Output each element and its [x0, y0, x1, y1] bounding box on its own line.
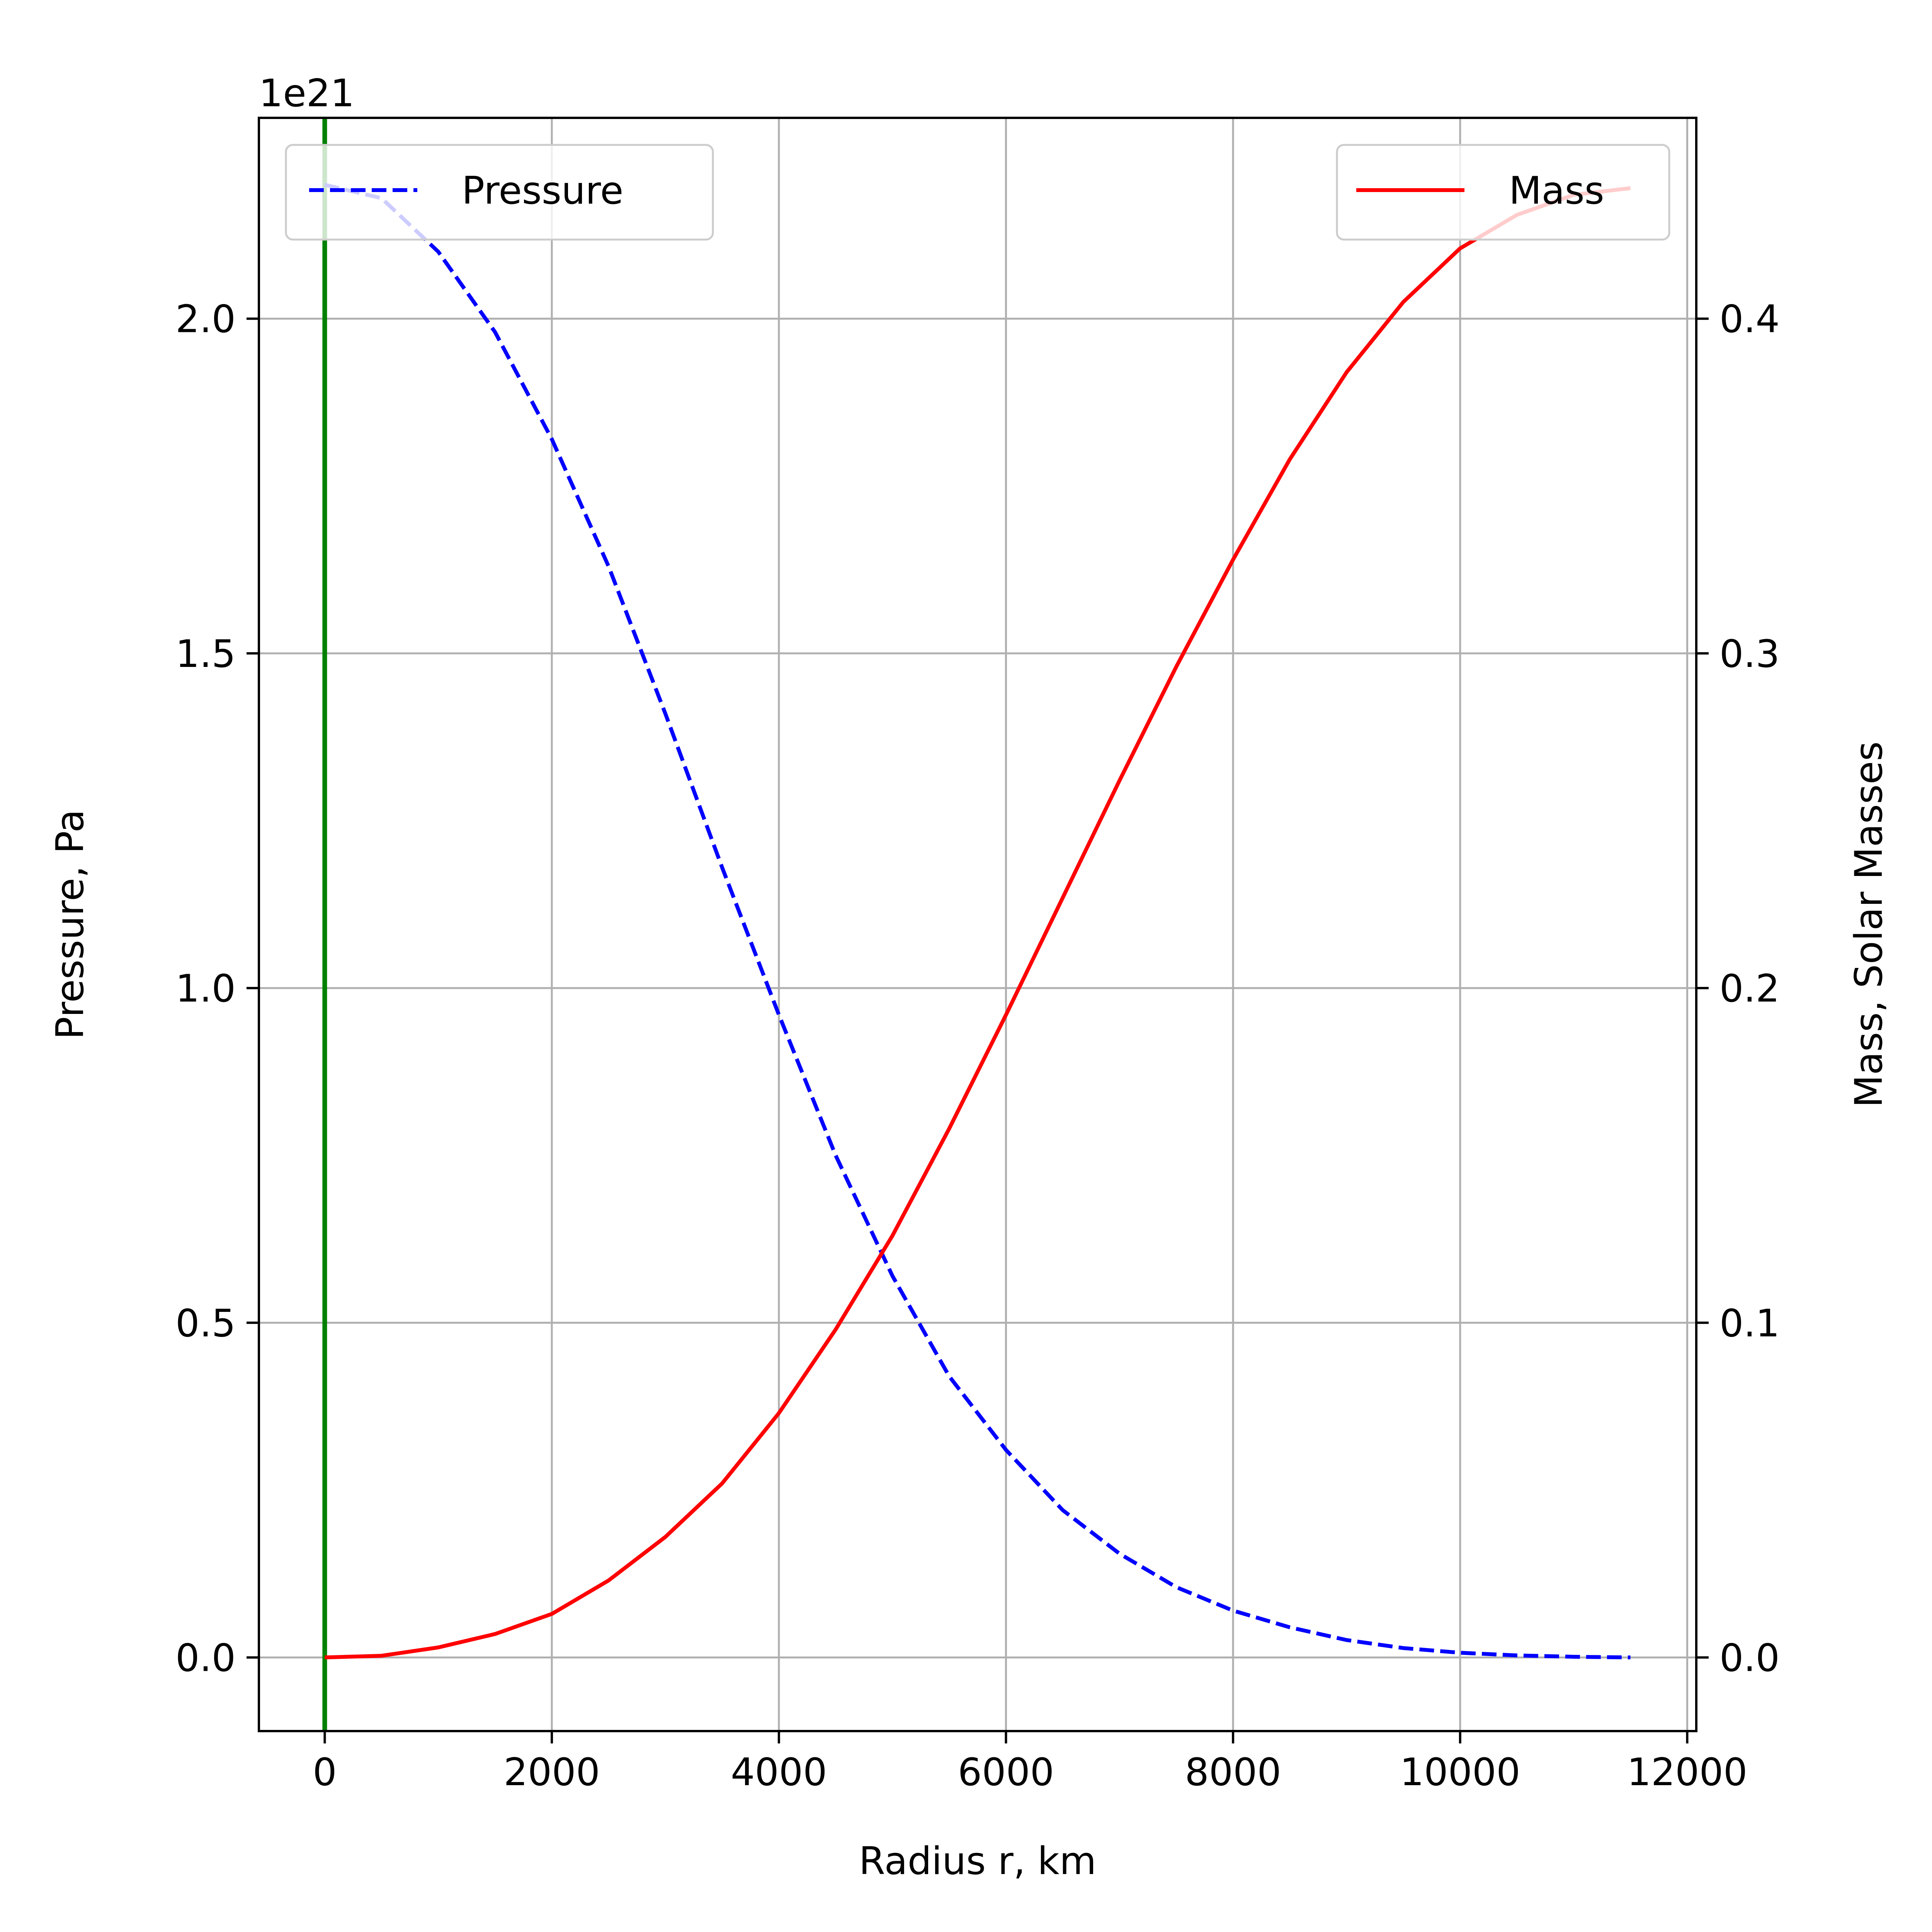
x-tick-label: 0 [313, 1750, 337, 1794]
x-tick-label: 8000 [1185, 1750, 1281, 1794]
series-line-mass [325, 186, 1631, 1660]
x-tick-label: 6000 [958, 1750, 1054, 1794]
x-tick-label: 10000 [1400, 1750, 1520, 1794]
legend-pressure: Pressure [285, 144, 714, 241]
x-axis-title: Radius r, km [859, 1839, 1097, 1883]
legend-mass: Mass [1336, 144, 1670, 241]
y-left-tick-label: 0.0 [175, 1636, 236, 1680]
y-left-tick-label: 2.0 [175, 298, 236, 342]
y-right-tick-label: 0.3 [1719, 632, 1780, 676]
y-left-tick-label: 1.0 [175, 967, 236, 1011]
plot-area [322, 118, 1631, 1731]
x-tick-label: 2000 [503, 1750, 600, 1794]
y-axis-right-title: Mass, Solar Masses [1847, 742, 1891, 1108]
legend-label-pressure: Pressure [462, 169, 623, 213]
y-axis-offset-label: 1e21 [259, 71, 354, 116]
y-left-tick-label: 1.5 [175, 632, 236, 676]
grid [259, 118, 1696, 1731]
series-line-pressure [324, 183, 1631, 1660]
legend-box [285, 144, 714, 241]
y-right-tick-label: 0.2 [1719, 967, 1780, 1011]
plot-frame [258, 117, 1697, 1732]
axes-ticks: 0 2000 4000 6000 8000 10000 12000 0.0 0.5 1.0 1.5 2… [175, 298, 1780, 1794]
x-tick-label: 4000 [731, 1750, 827, 1794]
y-right-tick-label: 0.1 [1719, 1301, 1780, 1345]
y-right-tick-label: 0.4 [1719, 298, 1780, 342]
x-tick-label: 12000 [1627, 1750, 1748, 1794]
legend-box [1336, 144, 1670, 241]
y-right-tick-label: 0.0 [1719, 1636, 1780, 1680]
y-left-tick-label: 0.5 [175, 1301, 236, 1345]
y-axis-left-title: Pressure, Pa [48, 810, 92, 1040]
legend-label-mass: Mass [1509, 169, 1604, 213]
